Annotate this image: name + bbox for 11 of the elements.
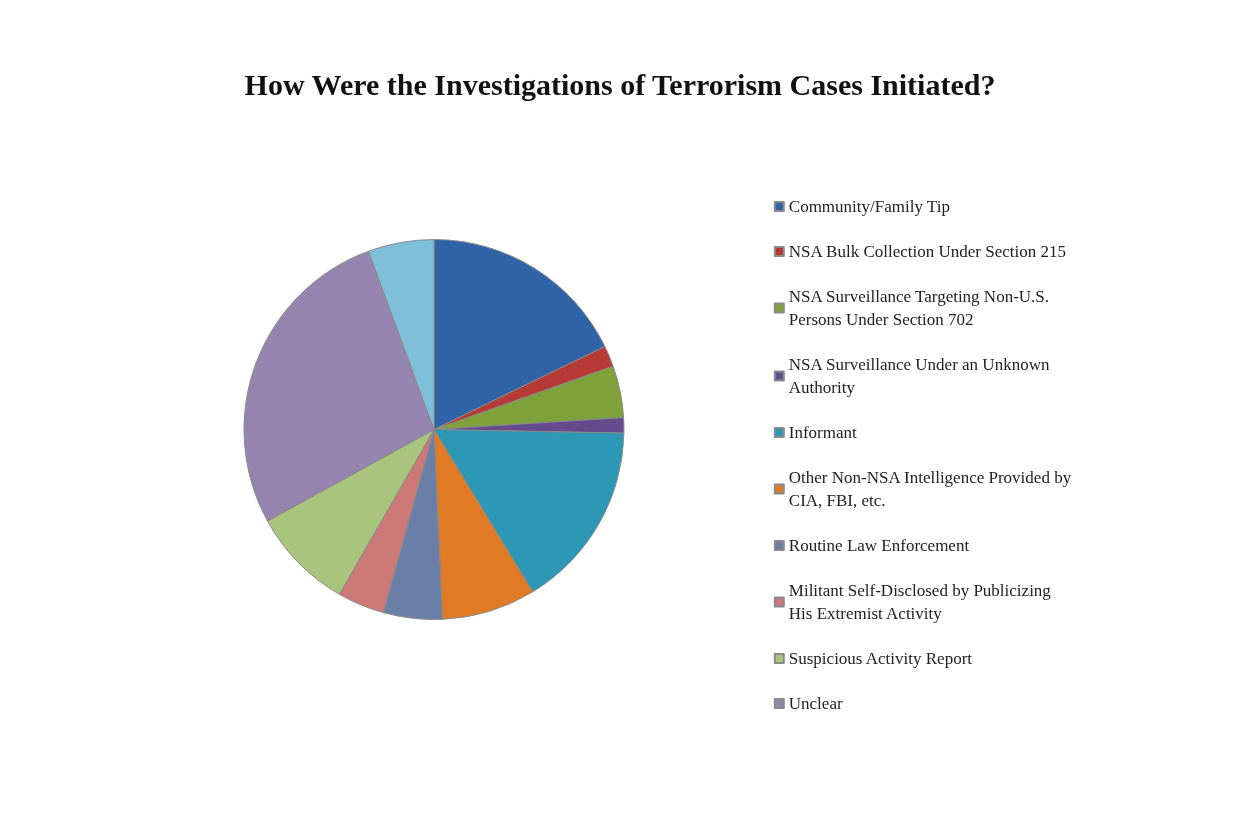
- legend-label: Community/Family Tip: [788, 196, 950, 216]
- legend-label: Other Non-NSA Intelligence Provided by CIA, FBI, etc.: [788, 467, 1076, 510]
- legend-label: Suspicious Activity Report: [788, 648, 973, 668]
- legend-label: NSA Surveillance Under an Unknown Authority: [788, 354, 1054, 397]
- legend-label: Unclear: [788, 693, 843, 713]
- chart-title: How Were the Investigations of Terrorism Cases Initiated?: [244, 67, 996, 101]
- legend-label: NSA Surveillance Targeting Non-U.S. Persons Under Section 702: [788, 286, 1054, 329]
- legend-label: Routine Law Enforcement: [788, 535, 970, 555]
- legend-label: Informant: [788, 422, 858, 442]
- legend-label: Militant Self-Disclosed by Publicizing His Extremist Activity: [788, 580, 1056, 623]
- legend-label: NSA Bulk Collection Under Section 215: [788, 241, 1066, 261]
